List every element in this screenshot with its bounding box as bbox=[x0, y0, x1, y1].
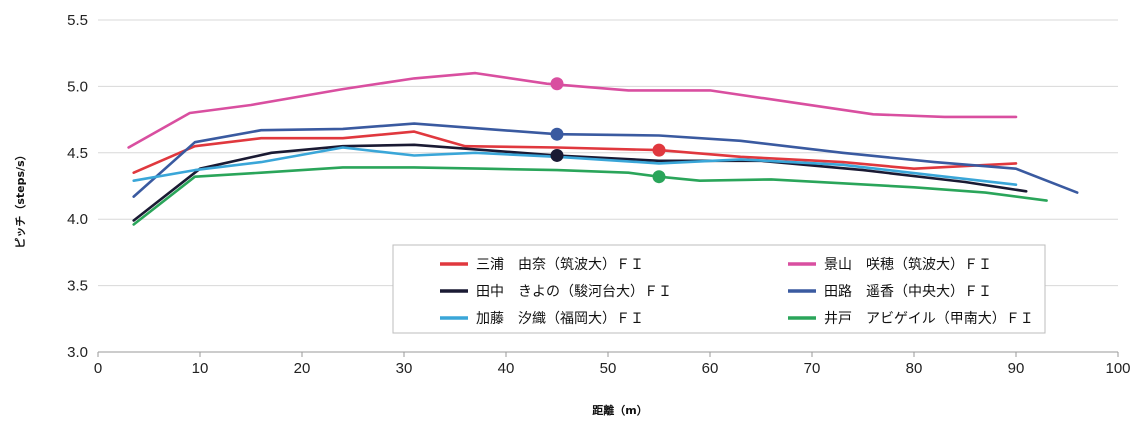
series-lines bbox=[127, 71, 1079, 226]
y-tick-labels: 3.0 3.5 4.0 4.5 5.0 5.5 bbox=[67, 12, 88, 361]
series-line-3 bbox=[132, 143, 1028, 222]
x-tick-label: 60 bbox=[702, 360, 719, 377]
y-tick-label: 5.5 bbox=[67, 12, 88, 29]
x-tick-label: 10 bbox=[192, 360, 209, 377]
legend-label-1: 三浦 由奈（筑波大）ＦＩ bbox=[476, 257, 644, 273]
series-marker-4 bbox=[550, 127, 564, 141]
legend-box bbox=[392, 244, 1046, 334]
y-tick-label: 5.0 bbox=[67, 78, 88, 95]
series-line-1 bbox=[132, 130, 1018, 174]
legend-label-2: 景山 咲穂（筑波大）ＦＩ bbox=[824, 257, 992, 273]
x-tick-label: 0 bbox=[94, 360, 102, 377]
x-tick-label: 100 bbox=[1105, 360, 1130, 377]
y-axis-title: ピッチ（steps/s） bbox=[14, 149, 27, 248]
y-tick-label: 4.0 bbox=[67, 211, 88, 228]
series-marker-6 bbox=[652, 170, 666, 184]
axes bbox=[97, 351, 1119, 357]
legend-label-5: 加藤 汐織（福岡大）ＦＩ bbox=[476, 311, 644, 327]
series-line-5 bbox=[132, 146, 1018, 186]
x-tick-label: 20 bbox=[294, 360, 311, 377]
x-tick-label: 70 bbox=[804, 360, 821, 377]
series-marker-1 bbox=[652, 143, 666, 157]
x-tick-label: 40 bbox=[498, 360, 515, 377]
legend-label-3: 田中 きよの（駿河台大）ＦＩ bbox=[476, 284, 672, 300]
x-tick-label: 80 bbox=[906, 360, 923, 377]
x-tick-label: 50 bbox=[600, 360, 617, 377]
series-line-2 bbox=[127, 71, 1018, 149]
series-markers bbox=[550, 77, 666, 184]
x-tick-labels: 0 10 20 30 40 50 60 70 80 90 100 bbox=[94, 360, 1131, 377]
legend: 三浦 由奈（筑波大）ＦＩ 景山 咲穂（筑波大）ＦＩ 田中 きよの（駿河台大）ＦＩ 田路… bbox=[392, 244, 1046, 334]
x-tick-label: 30 bbox=[396, 360, 413, 377]
series-marker-2 bbox=[550, 77, 564, 91]
y-tick-label: 3.5 bbox=[67, 278, 88, 295]
x-tick-label: 90 bbox=[1008, 360, 1025, 377]
legend-label-4: 田路 遥香（中央大）ＦＩ bbox=[824, 284, 992, 300]
y-tick-label: 4.5 bbox=[67, 145, 88, 162]
series-line-6 bbox=[132, 166, 1048, 226]
y-tick-label: 3.0 bbox=[67, 344, 88, 361]
x-axis-title: 距離（m） bbox=[592, 403, 647, 417]
legend-label-6: 井戸 アビゲイル（甲南大）ＦＩ bbox=[824, 311, 1034, 327]
series-marker-3 bbox=[550, 148, 564, 162]
